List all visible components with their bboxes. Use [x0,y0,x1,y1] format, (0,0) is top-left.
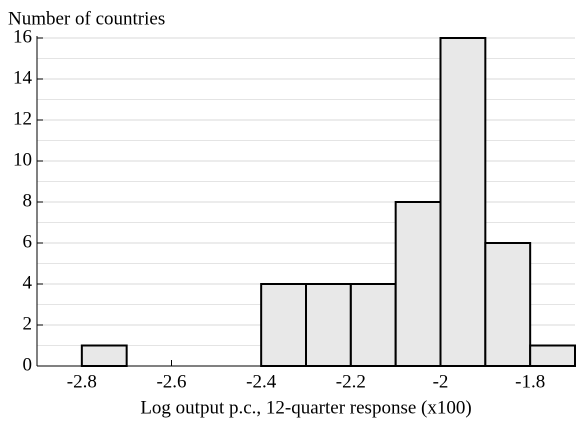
x-axis-label: Log output p.c., 12-quarter response (x1… [140,397,471,418]
y-tick-label: 12 [13,108,32,129]
x-tick-label: -2.6 [156,371,186,392]
x-tick-label: -1.8 [515,371,545,392]
y-tick-label: 14 [13,67,33,88]
bar [349,283,397,367]
y-tick-label: 16 [13,26,32,47]
x-tick-label: -2.4 [246,371,277,392]
x-tick-label: -2.8 [67,371,97,392]
y-tick-label: 6 [23,231,33,252]
bar [80,344,128,367]
y-tick-label: 8 [23,190,33,211]
bar [260,283,307,367]
y-tick-label: 10 [13,149,32,170]
bar [305,283,352,367]
bar [529,344,577,367]
y-axis-label: Number of countries [8,8,165,29]
x-tick-label: -2 [433,371,449,392]
y-tick-label: 0 [23,354,33,375]
y-tick-label: 2 [23,313,33,334]
bar [394,201,442,367]
bar [439,37,487,367]
bar [484,242,532,367]
y-tick-label: 4 [23,272,33,293]
x-tick-label: -2.2 [336,371,366,392]
